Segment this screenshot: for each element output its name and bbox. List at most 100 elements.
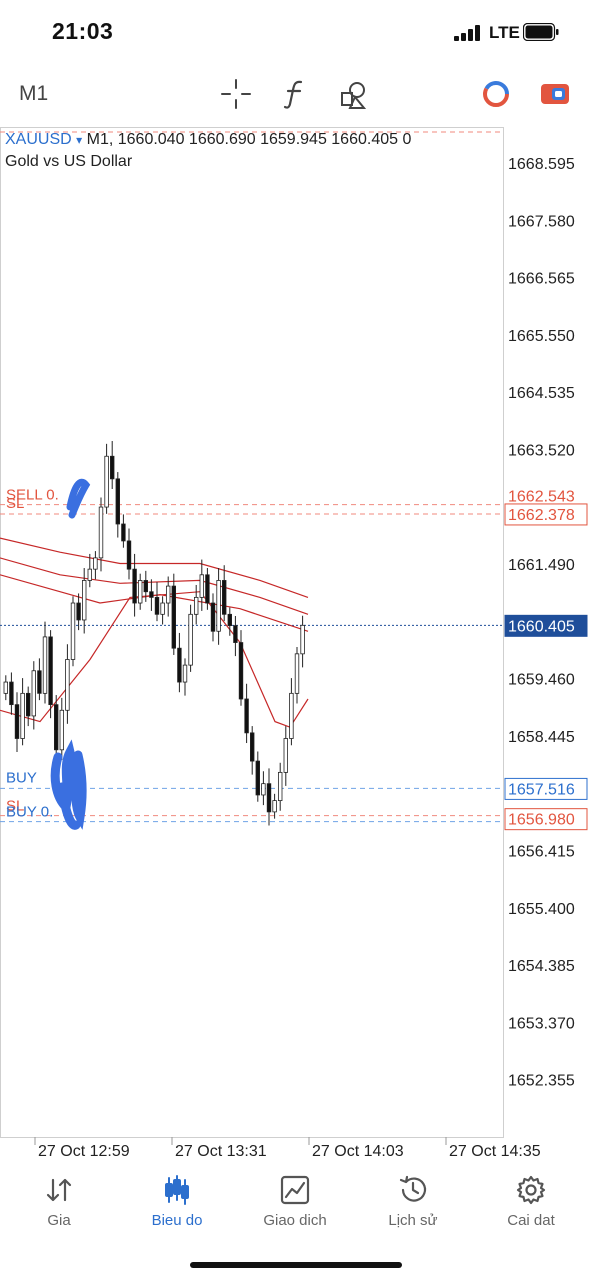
buy-order-label-2: BUY 0.	[6, 804, 53, 821]
candle-body	[126, 540, 132, 570]
price-axis-label: 1663.520	[508, 442, 575, 459]
objects-icon[interactable]	[338, 77, 372, 111]
candle-body	[121, 523, 126, 542]
candle-body	[244, 698, 249, 734]
function-icon[interactable]	[279, 77, 313, 111]
current-price-tag-box	[504, 614, 588, 637]
candle-body	[132, 568, 137, 604]
quotes-icon	[46, 1178, 72, 1202]
time-axis-label: 27 Oct 12:59	[38, 1143, 130, 1160]
candle-body	[272, 800, 277, 813]
candles	[3, 441, 305, 826]
time-axis-label: 27 Oct 13:31	[175, 1143, 267, 1160]
candle-body	[188, 613, 193, 666]
candle-body	[25, 692, 31, 717]
candle-body	[93, 557, 98, 570]
candle-body	[210, 602, 216, 632]
candle-body	[238, 642, 244, 700]
price-axis-label: 1654.385	[508, 958, 575, 975]
candle-body	[59, 709, 64, 751]
candle-body	[177, 647, 182, 683]
network-type: LTE	[489, 23, 520, 42]
candle-body	[171, 585, 176, 649]
candle-body	[14, 704, 20, 739]
tab-quotes[interactable]: Gia	[0, 1170, 118, 1240]
price-chart[interactable]: 1662.543 1662.378 1660.405 1657.516 1656.980…	[0, 127, 591, 1162]
stop-loss-label-bottom: SL	[6, 798, 24, 815]
trade-signal-icon[interactable]	[479, 77, 513, 111]
candle-body	[227, 613, 232, 627]
stop-loss-price-tag-top-box	[504, 503, 588, 526]
ohlc-values: M1, 1660.040 1660.690 1659.945 1660.405 …	[86, 131, 412, 148]
candle-body	[98, 506, 104, 559]
candle-body	[70, 602, 76, 660]
candle-body	[205, 574, 210, 604]
candle-body	[104, 455, 109, 508]
time-axis-label: 27 Oct 14:35	[449, 1143, 541, 1160]
candle-body	[149, 591, 154, 598]
price-axis-label: 1664.535	[508, 385, 575, 402]
tab-settings[interactable]: Cai dat	[472, 1170, 590, 1240]
candle-body	[277, 771, 283, 802]
symbol-name[interactable]: XAUUSD	[5, 131, 72, 148]
candle-body	[143, 580, 148, 593]
tab-label-quotes: Gia	[47, 1212, 71, 1229]
history-icon	[399, 1175, 427, 1202]
candle-body	[115, 478, 120, 525]
status-time: 21:03	[52, 18, 114, 44]
candle-body	[48, 636, 53, 706]
one-click-trading-icon[interactable]	[538, 77, 572, 111]
price-axis-label: 1666.565	[508, 271, 575, 288]
tab-chart[interactable]: Bieu do	[118, 1170, 236, 1240]
candle-body	[193, 596, 199, 615]
candle-body	[300, 624, 305, 655]
symbol-dropdown-icon[interactable]: ▾	[76, 133, 83, 147]
candle-body	[154, 596, 160, 615]
crosshair-icon[interactable]	[219, 77, 253, 111]
highlighter-mark-top	[66, 478, 91, 519]
candle-body	[182, 664, 188, 683]
buy-order-label: BUY	[6, 769, 37, 786]
candle-body	[110, 455, 115, 480]
bottom-tab-bar: Gia Bieu do Giao dich Lịch sử	[0, 1162, 591, 1280]
moving-average-line	[0, 574, 309, 632]
candle-body	[294, 653, 300, 694]
price-axis-label: 1655.400	[508, 901, 575, 918]
candle-body	[20, 692, 25, 739]
price-axis-label: 1656.415	[508, 844, 575, 861]
tab-label-history: Lịch sử	[388, 1212, 438, 1229]
price-axis-label: 1653.370	[508, 1015, 575, 1032]
price-axis-label: 1665.550	[508, 328, 575, 345]
candle-body	[65, 659, 70, 711]
timeframe-selector[interactable]: M1	[19, 82, 49, 105]
stop-loss-price-tag-bottom-box	[504, 808, 588, 831]
tab-trade[interactable]: Giao dich	[236, 1170, 354, 1240]
buy-price-tag-box	[504, 777, 588, 800]
price-axis-label: 1658.445	[508, 729, 575, 746]
highlighter-marks	[50, 478, 91, 830]
symbol-info: XAUUSD ▾ M1, 1660.040 1660.690 1659.945 …	[5, 131, 411, 149]
tab-label-trade: Giao dich	[263, 1212, 327, 1229]
price-axis-label: 1652.355	[508, 1073, 575, 1090]
candle-body	[3, 681, 8, 694]
moving-average-line	[0, 557, 309, 615]
chart-toolbar: M1	[0, 70, 591, 120]
battery-icon	[523, 23, 559, 41]
candle-body	[137, 580, 143, 604]
tab-history[interactable]: Lịch sử	[354, 1170, 472, 1240]
cellular-signal-icon	[454, 25, 480, 41]
sell-order-label: SELL 0.	[6, 487, 59, 504]
candle-body	[221, 580, 227, 615]
candle-body	[160, 602, 165, 615]
candle-body	[165, 585, 171, 604]
time-axis: 27 Oct 12:59 27 Oct 13:31 27 Oct 14:03 27 O…	[34, 1137, 541, 1160]
home-indicator	[190, 1262, 402, 1268]
stop-loss-price-tag-bottom: 1656.980	[508, 812, 575, 829]
candle-body	[76, 602, 81, 621]
candle-body	[87, 568, 92, 581]
candle-body	[261, 783, 266, 796]
price-axis-label: 1667.580	[508, 213, 575, 230]
candle-body	[54, 704, 59, 751]
candle-body	[249, 732, 255, 762]
